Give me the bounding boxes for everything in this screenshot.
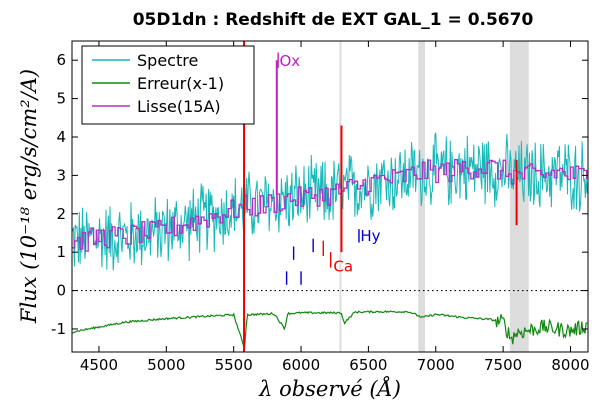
x-tick-label: 7000	[417, 356, 455, 374]
legend: Spectre Erreur(x-1) Lisse(15A)	[81, 45, 255, 125]
y-axis-label: Flux (10⁻¹⁸ erg/s/cm²/A)	[17, 69, 41, 324]
series-erreur	[72, 310, 588, 349]
shaded-band-0	[339, 41, 342, 352]
series-lisse	[72, 159, 588, 252]
legend-label-0: Spectre	[137, 51, 198, 70]
annotation-ox: Ox	[279, 52, 300, 70]
x-tick-label: 8000	[551, 356, 589, 374]
x-tick-label: 7500	[484, 356, 522, 374]
y-tick-label: 5	[56, 90, 66, 108]
series-lines	[72, 132, 588, 349]
x-tick-label: 5500	[215, 356, 253, 374]
shaded-band-2	[509, 41, 529, 352]
y-tick-label: 3	[56, 166, 66, 184]
x-tick-label: 6000	[282, 356, 320, 374]
plot-border	[71, 40, 589, 353]
x-axis-label: λ observé (Å)	[258, 376, 401, 400]
legend-box	[81, 45, 255, 125]
series-spectre	[72, 132, 588, 271]
y-tick-label: 2	[56, 205, 66, 223]
y-tick-label: 1	[56, 243, 66, 261]
plot-frame	[71, 40, 589, 353]
y-tick-label: 6	[56, 51, 66, 69]
line-markers: Ox Ca Hy	[277, 52, 381, 285]
legend-label-2: Lisse(15A)	[137, 97, 221, 116]
chart-title: 05D1dn : Redshift de EXT GAL_1 = 0.5670	[133, 10, 534, 30]
annotation-ca: Ca	[333, 258, 353, 276]
x-tick-label: 5000	[147, 356, 185, 374]
y-axis-ticks: -1 0 1 2 3 4 5 6	[51, 51, 588, 338]
annotation-hy: Hy	[360, 227, 380, 245]
y-tick-label: 0	[56, 282, 66, 300]
x-tick-label: 4500	[80, 356, 118, 374]
legend-label-1: Erreur(x-1)	[137, 74, 224, 93]
x-axis-ticks: 4500 5000 5500 6000 6500 7000 7500 8000	[80, 41, 590, 374]
y-tick-label: -1	[51, 320, 66, 338]
x-tick-label: 6500	[349, 356, 387, 374]
y-tick-label: 4	[56, 128, 66, 146]
